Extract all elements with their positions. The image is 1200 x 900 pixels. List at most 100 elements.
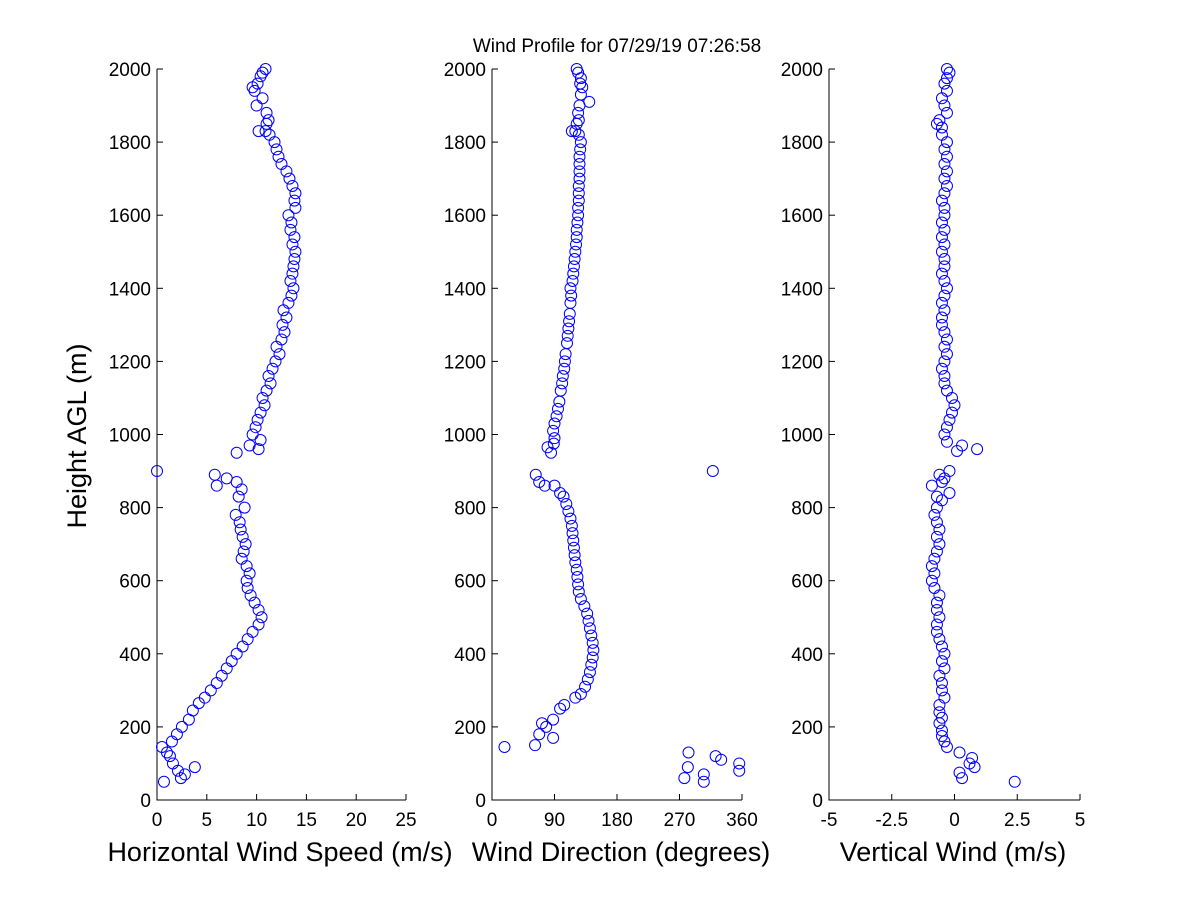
data-point: [248, 596, 261, 609]
data-point: [562, 505, 575, 518]
data-point: [529, 468, 542, 481]
data-point: [252, 603, 265, 616]
data-point: [249, 421, 262, 434]
data-point: [241, 633, 254, 646]
data-point: [930, 603, 943, 616]
data-point: [940, 72, 953, 85]
data-point: [567, 267, 580, 280]
data-point: [568, 549, 581, 562]
y-tick-label: 400: [791, 645, 823, 666]
data-point: [940, 63, 953, 75]
data-point: [935, 92, 948, 105]
data-point: [935, 245, 948, 258]
data-point: [568, 253, 581, 266]
data-point: [230, 476, 243, 489]
data-point: [938, 428, 951, 441]
data-point: [938, 472, 951, 485]
x-tick-label: 180: [601, 810, 633, 831]
figure-title: Wind Profile for 07/29/19 07:26:58: [473, 36, 761, 57]
data-point: [935, 362, 948, 375]
data-point: [938, 99, 951, 112]
data-point: [940, 150, 953, 163]
data-point: [935, 724, 948, 737]
data-point: [278, 326, 291, 339]
data-point: [151, 465, 163, 478]
y-tick-label: 600: [454, 572, 486, 593]
y-tick-label: 800: [791, 499, 823, 520]
y-tick-label: 800: [454, 499, 486, 520]
data-point: [551, 402, 564, 415]
data-point: [933, 698, 946, 711]
data-point: [188, 761, 201, 774]
data-point: [163, 750, 176, 763]
data-point: [240, 560, 253, 573]
data-point: [938, 158, 951, 171]
data-point: [165, 735, 178, 748]
data-point: [940, 421, 953, 434]
data-point: [556, 370, 569, 383]
data-point: [289, 245, 302, 258]
y-tick-label: 1800: [109, 133, 151, 154]
data-point: [579, 680, 592, 693]
data-point: [935, 194, 948, 207]
x-axis-label-speed: Horizontal Wind Speed (m/s): [107, 837, 452, 867]
y-tick-label: 1000: [444, 426, 486, 447]
data-point: [230, 446, 243, 459]
data-point: [938, 201, 951, 214]
data-point: [578, 600, 591, 613]
axis-lines: [828, 69, 1080, 801]
data-point: [567, 541, 580, 554]
data-point: [561, 329, 574, 342]
data-point: [259, 63, 272, 75]
x-axis-label-vertical: Vertical Wind (m/s): [840, 837, 1067, 867]
data-point: [935, 677, 948, 690]
data-point: [554, 702, 567, 715]
y-tick-label: 2000: [109, 60, 151, 81]
data-point: [243, 439, 256, 452]
data-point: [681, 761, 694, 774]
data-point: [953, 766, 966, 779]
data-point: [943, 413, 956, 426]
x-tick-label: 15: [296, 810, 317, 831]
data-point: [587, 644, 600, 657]
data-point: [935, 267, 948, 280]
data-point: [572, 194, 585, 207]
data-point: [246, 81, 259, 94]
data-point: [210, 677, 223, 690]
data-point: [170, 728, 183, 741]
data-point: [930, 516, 943, 529]
data-point: [930, 530, 943, 543]
data-point: [935, 711, 948, 724]
data-point: [559, 348, 572, 361]
data-point: [733, 764, 746, 777]
data-point: [541, 441, 554, 454]
data-point: [938, 355, 951, 368]
data-point: [940, 741, 953, 754]
data-point: [935, 730, 948, 743]
data-point: [572, 114, 585, 127]
data-point: [940, 348, 953, 361]
data-point: [928, 567, 941, 580]
panel-horizontal-wind-speed: 0 200 400 600 800 1000 1200 1400 1600 1800 2000 0 5 1…: [109, 60, 417, 831]
data-point: [269, 355, 282, 368]
data-point: [697, 775, 710, 788]
data-point: [572, 179, 585, 192]
data-point: [259, 125, 272, 138]
data-point: [238, 501, 251, 514]
data-point: [268, 136, 281, 149]
data-point: [230, 647, 243, 660]
data-point: [548, 417, 561, 430]
data-point: [940, 165, 953, 178]
data-point: [547, 731, 560, 744]
data-point: [943, 66, 956, 79]
data-point: [285, 216, 298, 229]
data-point: [244, 589, 257, 602]
data-point: [548, 479, 561, 492]
data-point: [235, 552, 248, 565]
data-point: [540, 720, 553, 733]
data-point: [233, 516, 246, 529]
data-point: [938, 735, 951, 748]
y-tick-label: 2000: [781, 60, 823, 81]
data-point: [572, 201, 585, 214]
data-point: [963, 757, 976, 770]
